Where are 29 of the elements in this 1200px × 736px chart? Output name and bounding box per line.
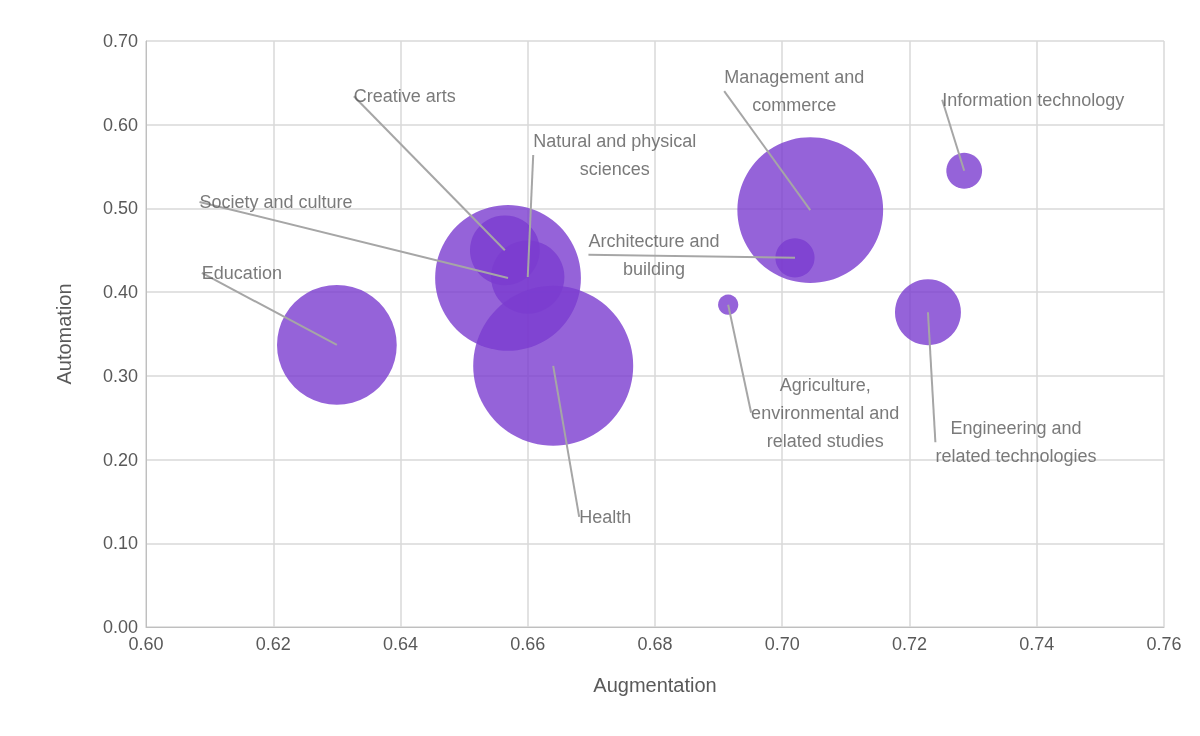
annotation: Architecture and building <box>588 230 720 279</box>
x-axis-title: Augmentation <box>593 674 717 696</box>
annotation: Management and commerce <box>724 67 865 116</box>
annotation: Engineering and related technologies <box>935 418 1097 467</box>
y-tick-label: 0.00 <box>102 617 138 637</box>
x-tick-label: 0.66 <box>510 634 546 654</box>
y-tick-label: 0.60 <box>102 114 138 135</box>
x-tick-label: 0.60 <box>128 634 164 654</box>
y-tick-label: 0.10 <box>102 533 138 554</box>
annotation: Health <box>579 506 632 527</box>
y-tick-label: 0.50 <box>102 198 138 219</box>
y-tick-label: 0.20 <box>102 449 138 470</box>
annotation: Information technology <box>942 89 1125 110</box>
annotation: Natural and physical sciences <box>533 131 697 180</box>
x-tick-label: 0.68 <box>637 634 673 654</box>
y-tick-label: 0.30 <box>102 365 138 386</box>
x-tick-label: 0.64 <box>382 634 419 654</box>
x-tick-label: 0.62 <box>255 634 291 654</box>
annotation: Society and culture <box>199 191 353 212</box>
y-axis-title: Automation <box>53 283 75 385</box>
x-tick-label: 0.74 <box>1019 634 1055 654</box>
x-tick-label: 0.70 <box>764 634 800 654</box>
x-tick-label: 0.72 <box>891 634 928 654</box>
annotation: Creative arts <box>353 86 456 107</box>
x-tick-label: 0.76 <box>1146 634 1182 654</box>
annotation: Education <box>201 262 282 283</box>
y-tick-label: 0.70 <box>102 31 138 51</box>
y-tick-label: 0.40 <box>102 282 138 303</box>
annotation: Agriculture, environmental and related studies <box>751 374 900 451</box>
